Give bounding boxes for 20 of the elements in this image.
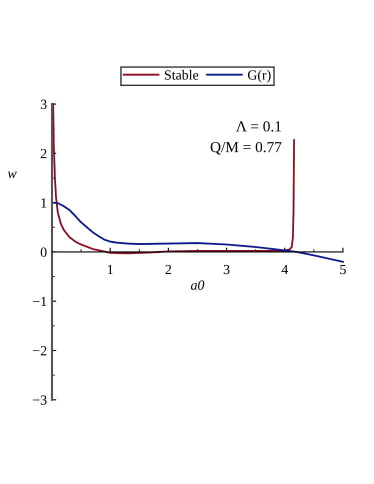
y-tick-label: 0 (40, 248, 47, 257)
y-tick-label: −1 (33, 296, 46, 306)
line-series (52, 103, 295, 254)
y-tick-label: −2 (33, 346, 46, 356)
y-tick-label: 3 (40, 100, 47, 110)
y-tick-label: 1 (41, 198, 46, 208)
line-series (51, 202, 344, 263)
annotation: Λ = 0.1 (236, 121, 281, 132)
y-tick-label: 2 (40, 148, 46, 158)
legend-label: G(r) (248, 70, 271, 83)
legend-label: Stable (164, 70, 198, 80)
x-tick-label: 3 (224, 264, 230, 274)
x-axis-title: a0 (190, 280, 204, 290)
y-tick-label: −3 (33, 395, 47, 405)
annotation: Q/M = 0.77 (210, 142, 282, 155)
y-axis-title: w (8, 172, 17, 178)
x-tick-label: 4 (282, 264, 288, 274)
x-tick-label: 1 (108, 264, 113, 274)
x-tick-label: 5 (340, 264, 346, 274)
x-tick-label: 2 (166, 264, 172, 274)
